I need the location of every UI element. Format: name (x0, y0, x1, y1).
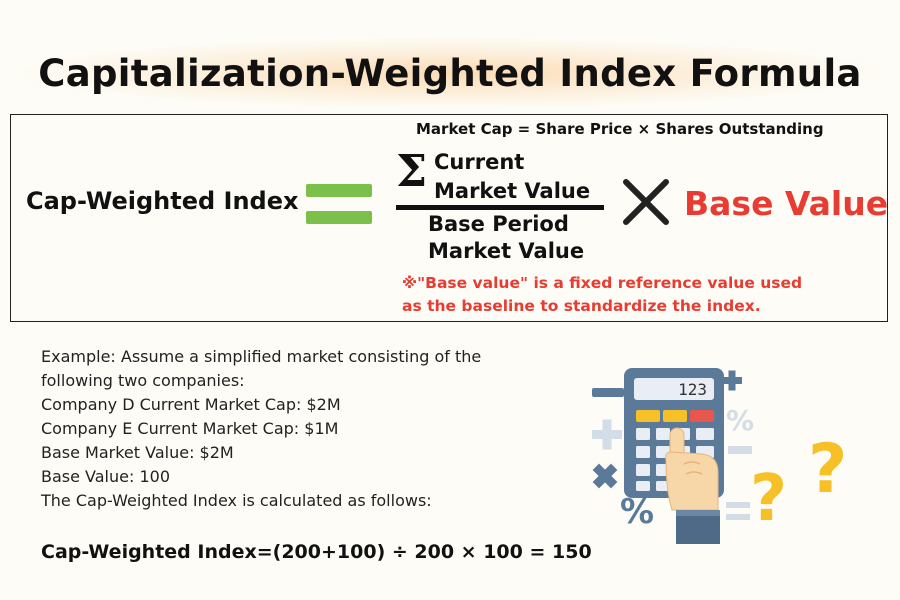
plus-icon (722, 370, 742, 391)
equals-sign-top-bar (306, 184, 372, 197)
question-mark-icon: ? (808, 430, 847, 509)
formula-lhs: Cap-Weighted Index (26, 187, 299, 215)
numerator-line-1: Current (434, 150, 525, 174)
calculator-display-value: 123 (678, 380, 707, 399)
calculator-key (636, 410, 660, 422)
base-value-note-line-2: as the baseline to standardize the index… (402, 297, 761, 315)
equals-icon-light (726, 502, 750, 520)
calculator-illustration: % 123 % (592, 368, 847, 544)
numerator-line-2: Market Value (434, 179, 591, 203)
denominator-line-1: Base Period (428, 212, 569, 236)
example-line-5: Base Market Value: $2M (41, 443, 234, 462)
plus-icon-light (592, 419, 622, 450)
denominator-line-2: Market Value (428, 239, 585, 263)
example-line-2: following two companies: (41, 371, 245, 390)
equals-sign-bottom-bar (306, 211, 372, 224)
minus-icon-light (728, 446, 752, 454)
pointing-hand-icon (665, 427, 720, 544)
formula-box (10, 114, 888, 322)
minus-icon (592, 388, 624, 397)
example-line-3: Company D Current Market Cap: $2M (41, 395, 341, 414)
calculator-key (690, 410, 714, 422)
percent-icon-light: % (726, 404, 754, 437)
multiply-icon (623, 179, 669, 225)
example-line-7: The Cap-Weighted Index is calculated as … (41, 491, 432, 510)
fraction-bar (396, 205, 604, 210)
calculator-key (663, 410, 687, 422)
multiply-symbol-icon (592, 463, 618, 489)
example-line-1: Example: Assume a simplified market cons… (41, 347, 482, 366)
page-title: Capitalization-Weighted Index Formula (38, 52, 862, 95)
question-mark-icon: ? (750, 462, 787, 536)
example-result: Cap-Weighted Index=(200+100) ÷ 200 × 100… (41, 541, 592, 563)
base-value-note-line-1: ※"Base value" is a fixed reference value… (402, 274, 803, 292)
example-line-4: Company E Current Market Cap: $1M (41, 419, 339, 438)
market-cap-definition: Market Cap = Share Price × Shares Outsta… (416, 120, 824, 138)
sigma-symbol: Σ (396, 146, 428, 197)
example-line-6: Base Value: 100 (41, 467, 170, 486)
base-value-term: Base Value (684, 184, 889, 223)
calculator-display (634, 378, 714, 400)
title-highlight (20, 38, 880, 108)
percent-icon: % (620, 492, 654, 532)
